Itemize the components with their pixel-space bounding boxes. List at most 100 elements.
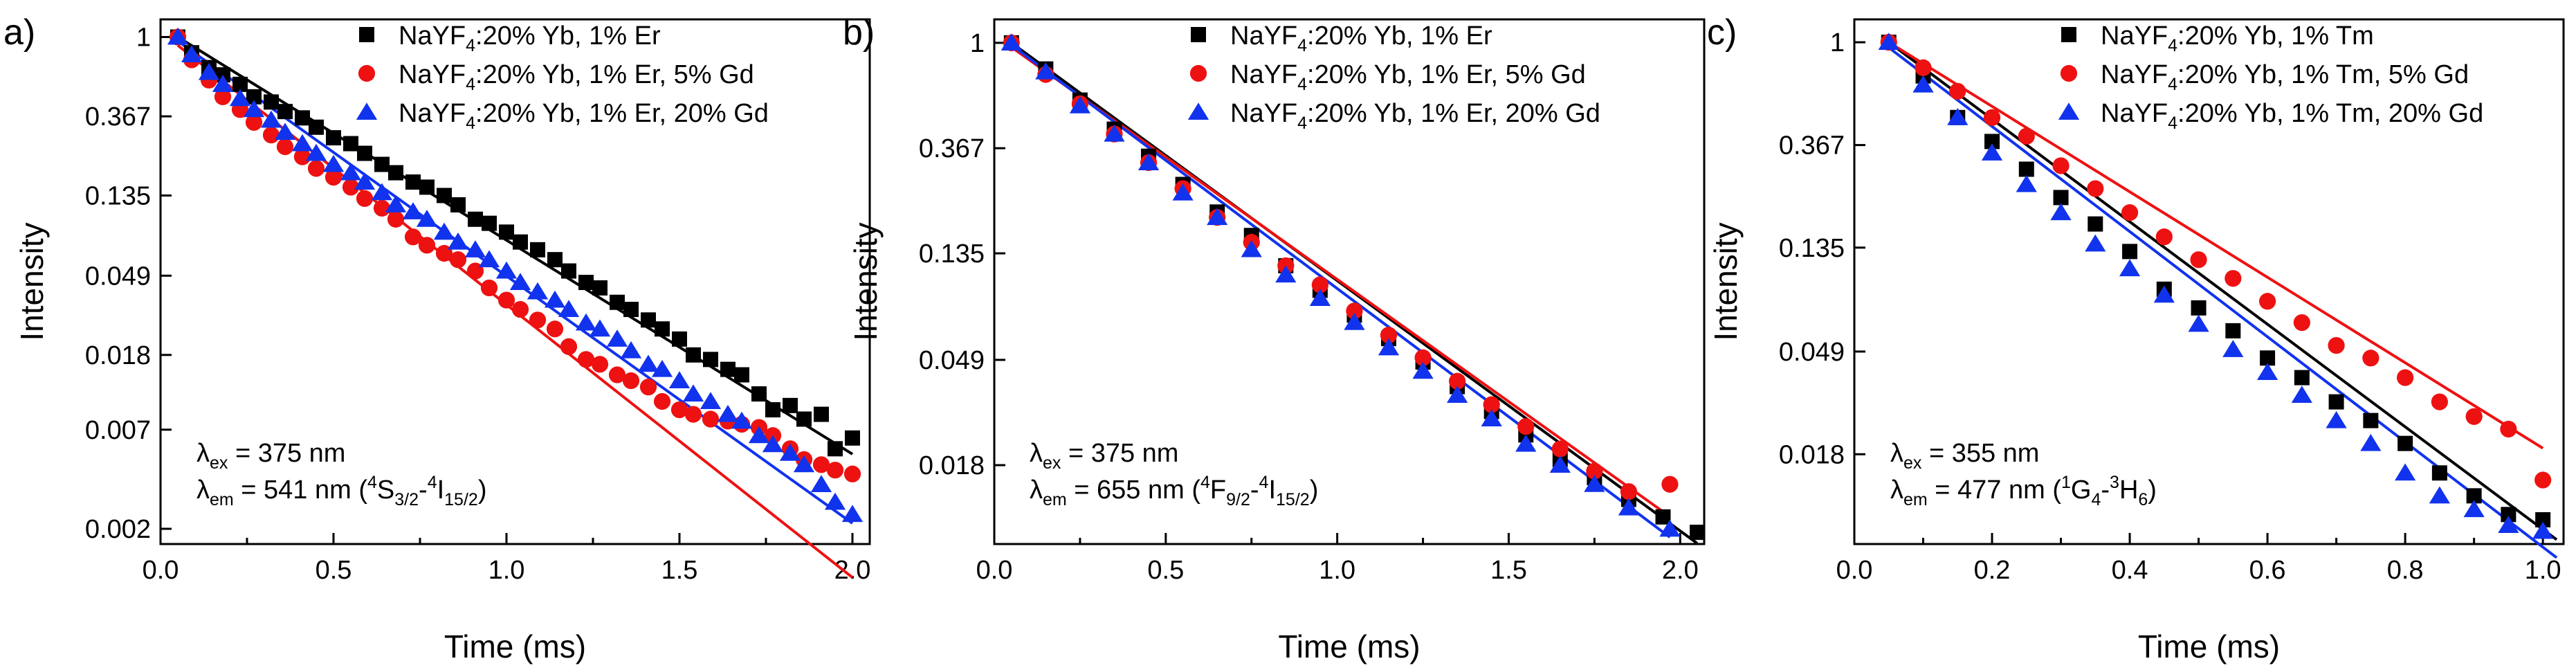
data-point-series-3 [243, 100, 265, 118]
emission-wavelength: λem = 655 nm (4F9/2-4I15/2) [1030, 473, 1318, 509]
data-point-series-3 [1172, 183, 1194, 201]
data-point-series-2 [577, 351, 595, 368]
data-point-series-3 [274, 123, 296, 141]
data-point-series-3 [167, 27, 189, 45]
data-point-series-2 [1483, 396, 1500, 413]
data-point-series-2 [373, 199, 391, 217]
legend-label-2: NaYF4:20% Yb, 1% Tm, 5% Gd [2101, 60, 2469, 94]
data-point-series-3 [1878, 33, 1899, 51]
data-point-series-1 [326, 130, 341, 146]
data-point-series-1 [232, 76, 248, 92]
legend-marker-3 [2058, 102, 2080, 120]
legend-marker-2 [358, 64, 376, 82]
data-point-series-1 [277, 104, 293, 120]
excitation-wavelength: λex = 375 nm [197, 439, 345, 473]
data-point-series-2 [404, 228, 422, 246]
data-point-series-2 [262, 126, 280, 144]
data-point-series-3 [2119, 259, 2141, 277]
data-point-series-1 [295, 110, 310, 126]
data-point-series-3 [340, 163, 362, 181]
legend-label-3: NaYF4:20% Yb, 1% Tm, 20% Gd [2101, 99, 2483, 133]
data-point-series-1 [2225, 323, 2241, 338]
panel-label: c) [1707, 12, 1737, 53]
x-tick-label: 0.5 [1147, 556, 1184, 585]
data-point-series-3 [322, 154, 345, 172]
data-point-series-3 [1659, 519, 1681, 537]
chart-panel-c: 0.0 0.2 0.4 0.6 0.8 1.0 1 0.367 0.135 0.049 0.018 T… [1707, 12, 2565, 664]
x-axis-title: Time (ms) [444, 628, 586, 664]
data-point-series-2 [2155, 228, 2173, 246]
data-point-series-3 [385, 195, 407, 212]
y-tick-label: 0.018 [1779, 440, 1845, 469]
data-point-series-3 [2153, 285, 2175, 303]
y-tick-label: 0.367 [85, 102, 151, 132]
y-axis-title: Intensity [1708, 222, 1744, 341]
data-point-series-1 [2191, 300, 2207, 316]
data-point-series-1 [2397, 435, 2413, 451]
data-point-series-1 [513, 234, 528, 250]
data-point-series-3 [2188, 314, 2209, 332]
data-point-series-2 [608, 366, 626, 383]
data-point-series-3 [354, 172, 376, 190]
data-point-series-3 [260, 110, 282, 128]
data-point-series-1 [1984, 134, 2000, 150]
x-tick-label: 0.0 [1836, 556, 1873, 585]
data-point-series-3 [731, 411, 753, 429]
x-tick-label: 0.0 [143, 556, 179, 585]
data-point-series-3 [1035, 62, 1057, 80]
data-point-series-3 [779, 444, 801, 461]
data-point-series-2 [325, 168, 342, 186]
data-point-series-3 [682, 384, 704, 402]
data-point-series-3 [371, 183, 393, 201]
y-tick-label: 0.002 [85, 515, 151, 544]
data-point-series-2 [622, 372, 640, 390]
data-point-series-3 [717, 404, 739, 422]
data-point-series-3 [1618, 498, 1640, 516]
data-point-series-2 [480, 279, 498, 297]
data-point-series-2 [2190, 251, 2207, 269]
data-point-series-2 [2431, 393, 2448, 410]
data-point-series-1 [419, 179, 435, 195]
data-point-series-2 [1551, 440, 1569, 458]
data-point-series-2 [1517, 418, 1535, 435]
data-point-series-3 [1549, 455, 1571, 473]
data-point-series-3 [1104, 124, 1125, 142]
x-axis-title: Time (ms) [2138, 628, 2280, 664]
data-point-series-1 [450, 197, 466, 212]
data-point-series-3 [700, 392, 722, 410]
data-point-series-1 [2501, 507, 2516, 523]
data-point-series-2 [245, 114, 263, 131]
data-point-series-1 [264, 94, 279, 110]
data-point-series-3 [402, 202, 424, 219]
data-point-series-3 [527, 282, 549, 300]
data-point-series-2 [1380, 327, 1398, 344]
data-point-series-3 [478, 250, 500, 268]
data-point-series-2 [826, 462, 844, 479]
data-point-series-1 [703, 352, 718, 368]
data-point-series-1 [561, 263, 576, 279]
data-point-series-3 [181, 45, 203, 63]
x-tick-label: 0.0 [976, 556, 1013, 585]
data-point-series-3 [1584, 474, 1605, 492]
data-point-series-1 [357, 145, 372, 161]
data-point-series-3 [793, 455, 815, 473]
data-point-series-1 [828, 441, 843, 457]
data-point-series-2 [1915, 59, 1932, 76]
data-point-series-1 [2363, 413, 2379, 428]
data-point-series-1 [734, 367, 749, 383]
x-tick-label: 1.5 [661, 556, 698, 585]
data-point-series-3 [841, 505, 864, 523]
data-point-series-3 [1069, 96, 1091, 114]
legend-label-2: NaYF4:20% Yb, 1% Er, 5% Gd [1230, 60, 1586, 94]
legend-label-2: NaYF4:20% Yb, 1% Er, 5% Gd [399, 60, 754, 94]
data-point-series-3 [2222, 340, 2244, 357]
data-point-series-3 [2498, 516, 2519, 533]
data-point-series-3 [575, 313, 597, 331]
data-point-series-1 [530, 242, 545, 257]
data-point-series-1 [437, 188, 452, 203]
data-point-series-2 [2465, 408, 2483, 425]
data-point-series-1 [751, 386, 767, 402]
data-point-series-3 [824, 492, 846, 510]
data-point-series-2 [684, 406, 702, 423]
